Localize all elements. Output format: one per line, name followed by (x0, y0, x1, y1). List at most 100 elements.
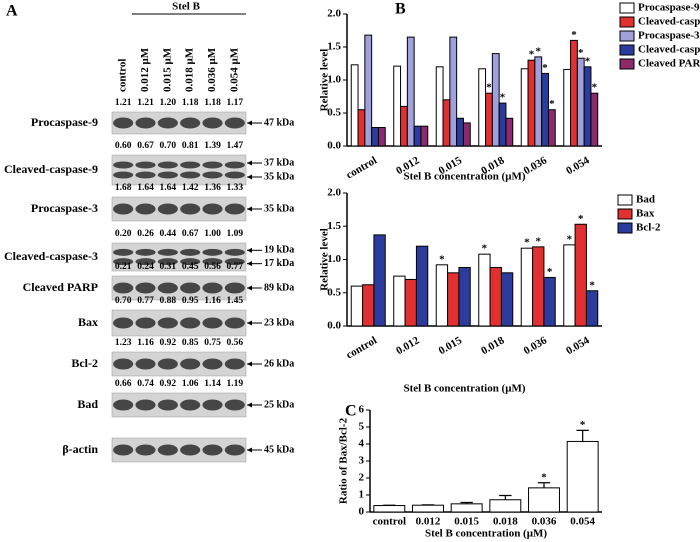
band (180, 444, 201, 456)
arrow-head (247, 160, 252, 166)
row-label: Bcl-2 (71, 356, 98, 370)
level-label: 1.14 (204, 379, 221, 389)
error-bar (537, 482, 551, 488)
bar (449, 36, 458, 147)
band (224, 317, 245, 329)
level-label: 1.33 (227, 183, 244, 193)
band (157, 171, 178, 179)
x-tick-label: 0.012 (416, 516, 441, 528)
significance: * (589, 279, 595, 291)
row-label: Bax (78, 315, 98, 329)
level-label: 0.45 (182, 262, 199, 272)
bar (456, 117, 464, 147)
bar (478, 68, 487, 147)
bar (528, 487, 560, 513)
band (135, 282, 156, 294)
band (180, 258, 201, 266)
bar (435, 264, 449, 327)
y-tick-label: 2.0 (327, 187, 341, 199)
significance: * (536, 45, 542, 57)
bar (462, 122, 471, 147)
bar (489, 266, 502, 327)
x-tick-label: control (344, 154, 379, 181)
blot-strip (111, 437, 247, 463)
level-label: 1.42 (182, 183, 199, 193)
level-label: 0.85 (182, 338, 199, 348)
band (224, 358, 245, 370)
band (202, 203, 223, 215)
bar (404, 278, 417, 327)
level-label: 0.60 (115, 141, 132, 151)
row-label: Bad (77, 397, 98, 411)
lane-label: 0.015 μM (161, 47, 173, 92)
level-label: 0.20 (115, 229, 132, 239)
y-tick-label: 3 (359, 455, 365, 467)
bar (489, 499, 522, 513)
panel-label: B (395, 1, 406, 18)
band (180, 317, 201, 329)
bar (373, 234, 386, 327)
error-bar (460, 501, 473, 504)
significance: * (486, 82, 492, 94)
x-tick-label: control (344, 334, 379, 361)
bar (413, 125, 422, 147)
arrow-head (247, 261, 252, 267)
band (157, 203, 178, 215)
band (113, 203, 134, 215)
row-label: Cleaved PARP (23, 280, 98, 294)
level-label: 1.16 (137, 338, 154, 348)
row-label: Procaspase-3 (31, 201, 98, 215)
y-axis-label: Relative level (319, 49, 331, 112)
band (135, 161, 156, 169)
arrow-head (247, 174, 252, 180)
bar (406, 36, 415, 147)
lane-label: 0.018 μM (184, 47, 196, 92)
band (202, 171, 223, 179)
band (202, 317, 223, 329)
band (202, 258, 223, 266)
size-label: 47 kDa (264, 117, 294, 128)
band (113, 117, 134, 129)
band (113, 317, 134, 329)
band (202, 282, 223, 294)
level-label: 1.19 (227, 379, 244, 389)
bar (412, 504, 444, 513)
level-label: 1.39 (204, 141, 221, 151)
significance: * (592, 82, 598, 94)
bar (350, 285, 364, 327)
legend-swatch (619, 58, 635, 70)
significance: * (524, 237, 530, 249)
bar (458, 266, 471, 327)
x-tick-label: 0.015 (437, 334, 465, 357)
level-label: 1.23 (115, 338, 132, 348)
band (180, 358, 201, 370)
blot-strip (111, 242, 247, 272)
legend-label: Cleaved-caspase-3 (638, 44, 700, 56)
band (202, 161, 223, 169)
level-label: 0.88 (160, 296, 177, 306)
level-label: 0.31 (160, 262, 177, 272)
band (224, 161, 245, 169)
blot-strip (111, 154, 247, 186)
band (180, 161, 201, 169)
x-tick-label: 0.054 (564, 154, 592, 177)
level-label: 0.92 (160, 338, 177, 348)
band (224, 248, 245, 256)
y-axis-label: Relative level (319, 228, 331, 291)
arrow-head (247, 206, 252, 212)
significance: * (549, 98, 555, 110)
level-label: 1.68 (115, 183, 132, 193)
band (202, 248, 223, 256)
significance: * (541, 471, 547, 483)
significance: * (585, 55, 591, 67)
bar (547, 109, 556, 147)
band (113, 444, 134, 456)
band (180, 117, 201, 129)
band (157, 399, 178, 411)
legend-swatch (617, 222, 633, 234)
band (180, 171, 201, 179)
row-label: Cleaved-caspase-9 (4, 162, 98, 176)
size-label: 45 kDa (264, 444, 294, 455)
x-tick-label: 0.036 (532, 516, 557, 528)
